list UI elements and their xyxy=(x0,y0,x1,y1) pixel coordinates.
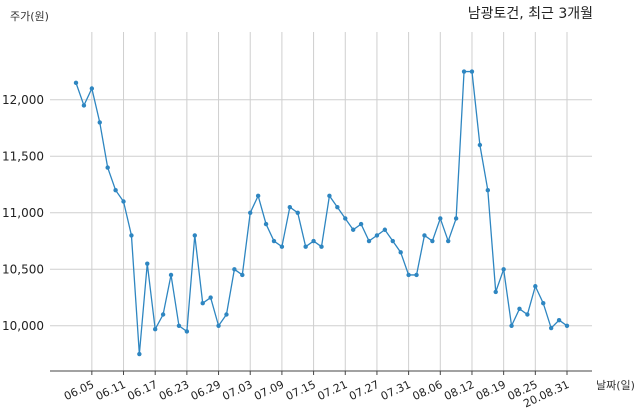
price-point xyxy=(192,233,197,238)
price-point xyxy=(105,165,110,170)
price-point xyxy=(121,199,126,204)
price-point xyxy=(311,238,316,244)
price-point xyxy=(263,221,269,227)
price-point xyxy=(319,244,324,249)
y-tick-label: 11,500 xyxy=(2,149,44,163)
price-point xyxy=(564,323,570,328)
y-tick-label: 12,000 xyxy=(2,93,44,107)
price-point xyxy=(279,244,285,249)
price-point xyxy=(485,188,491,193)
y-tick-label: 10,000 xyxy=(2,319,44,333)
price-point xyxy=(398,250,403,255)
price-point xyxy=(350,227,356,232)
price-point xyxy=(438,216,443,221)
x-tick-label: 07.09 xyxy=(252,378,286,403)
price-point xyxy=(358,221,364,227)
y-tick-label: 11,000 xyxy=(2,206,44,220)
x-axis-tick-labels: 06.0506.1106.1706.2306.2907.0307.0907.15… xyxy=(62,378,571,410)
y-axis-tick-labels: 10,000 10,500 11,000 11,500 12,000 xyxy=(2,93,44,333)
price-point xyxy=(517,306,522,312)
price-point xyxy=(430,238,435,244)
price-point xyxy=(160,312,166,317)
y-tick-label: 10,500 xyxy=(2,262,44,276)
price-point xyxy=(89,86,95,91)
price-point xyxy=(406,272,411,278)
price-point xyxy=(200,301,205,306)
x-axis-label: 날짜(일) xyxy=(596,379,635,392)
price-point xyxy=(335,204,340,210)
price-point xyxy=(469,69,475,74)
price-point xyxy=(137,351,142,357)
x-tick-label: 07.21 xyxy=(315,378,349,403)
x-tick-label: 06.05 xyxy=(62,378,96,403)
chart-title: 남광토건, 최근 3개월 xyxy=(467,6,593,22)
price-point xyxy=(216,323,221,328)
price-point xyxy=(533,284,538,289)
price-point xyxy=(176,323,182,328)
price-series-points xyxy=(73,69,570,357)
price-point xyxy=(303,244,308,249)
price-point xyxy=(548,325,554,331)
price-point xyxy=(509,323,514,328)
x-tick-label: 07.31 xyxy=(379,378,413,403)
price-point xyxy=(422,233,427,238)
price-point xyxy=(556,317,562,323)
price-point xyxy=(73,80,79,86)
x-tick-label: 08.12 xyxy=(442,378,476,403)
price-point xyxy=(145,261,150,266)
price-point xyxy=(232,267,237,272)
price-point xyxy=(224,312,229,317)
price-point xyxy=(240,272,245,278)
price-point xyxy=(248,210,253,215)
price-point xyxy=(97,120,102,125)
price-point xyxy=(414,272,419,278)
price-point xyxy=(453,216,459,221)
price-point xyxy=(184,329,190,334)
price-point xyxy=(541,301,546,306)
price-point xyxy=(168,272,174,278)
price-point xyxy=(129,233,134,238)
price-point xyxy=(81,103,87,108)
x-tick-label: 06.23 xyxy=(157,378,191,403)
price-point xyxy=(382,227,388,232)
y-axis-label: 주가(원) xyxy=(10,10,49,23)
price-point xyxy=(477,142,483,148)
price-point xyxy=(525,312,530,317)
x-tick-label: 08.19 xyxy=(474,378,508,403)
chart-axes xyxy=(50,370,592,375)
x-tick-label: 07.27 xyxy=(347,378,381,403)
price-point xyxy=(366,238,372,244)
price-point xyxy=(446,238,451,244)
price-point xyxy=(287,204,293,210)
price-point xyxy=(327,193,332,199)
price-point xyxy=(208,295,213,300)
x-tick-label: 06.17 xyxy=(125,378,159,403)
price-point xyxy=(493,289,498,295)
price-point xyxy=(343,216,348,221)
price-point xyxy=(255,193,261,199)
price-point xyxy=(295,210,300,215)
price-point xyxy=(501,267,506,272)
x-tick-label: 06.11 xyxy=(94,378,128,403)
price-point xyxy=(271,238,277,244)
price-point xyxy=(374,233,380,238)
x-tick-label: 08.06 xyxy=(411,378,445,403)
x-tick-label: 07.15 xyxy=(284,378,318,403)
x-tick-label: 06.29 xyxy=(189,378,223,403)
price-point xyxy=(152,326,158,332)
x-tick-label: 07.03 xyxy=(220,378,254,403)
price-point xyxy=(113,188,118,193)
price-point xyxy=(461,69,467,74)
price-point xyxy=(390,238,395,244)
